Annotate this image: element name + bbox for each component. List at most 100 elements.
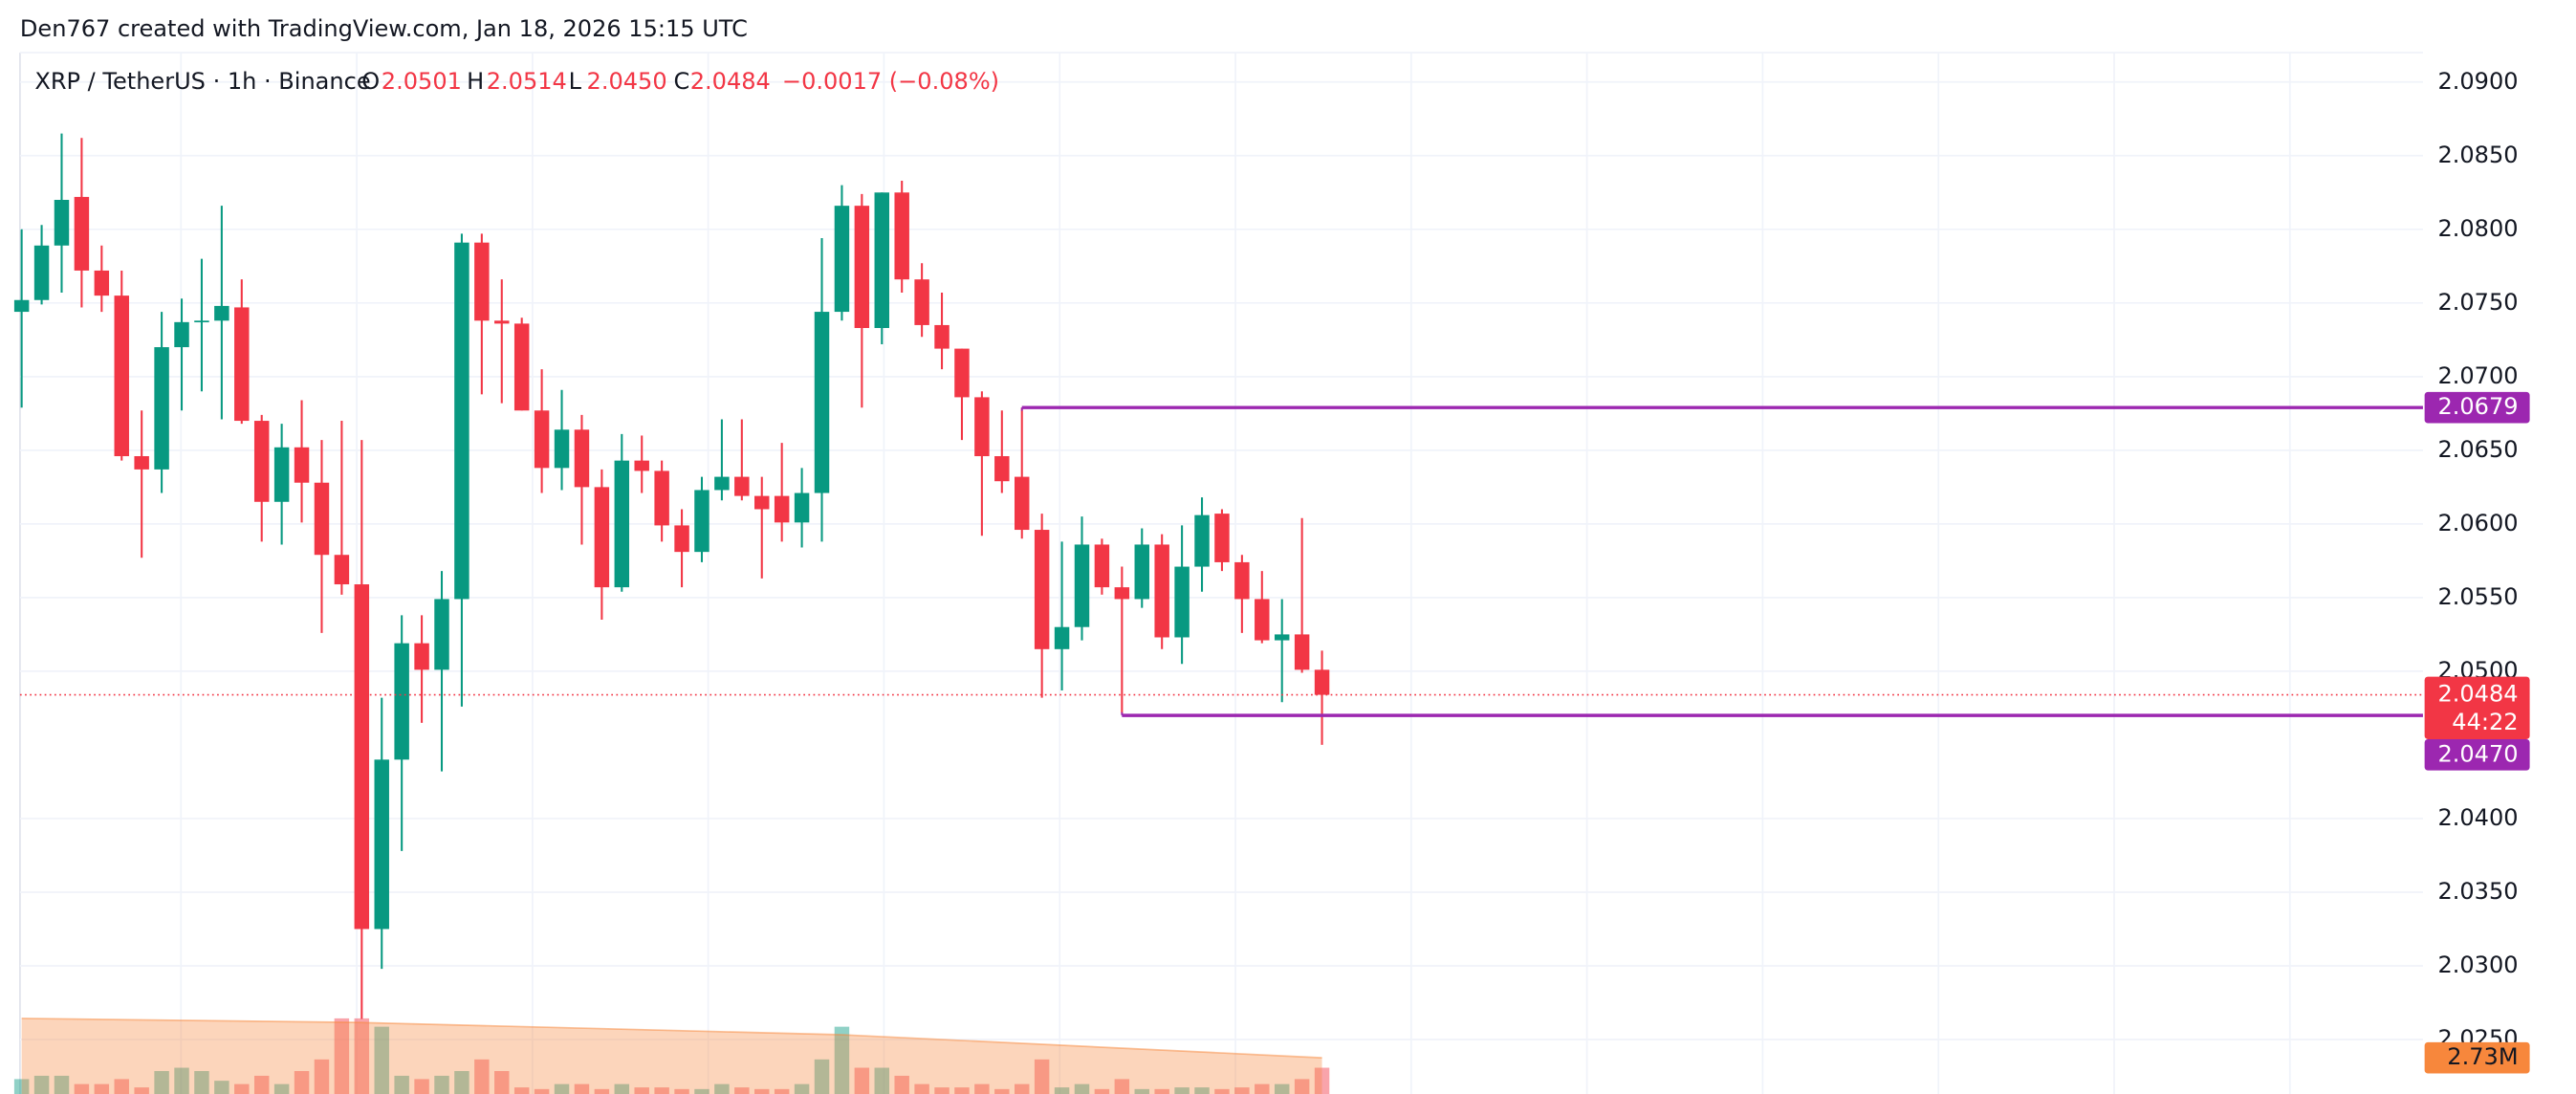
y-tick-label: 2.0550	[2437, 583, 2518, 610]
volume-bar	[914, 1083, 929, 1094]
volume-bar	[1034, 1059, 1050, 1094]
candle-body	[294, 447, 310, 483]
candle-body	[794, 492, 810, 523]
candle-body	[1294, 634, 1310, 670]
candle-body	[1034, 530, 1050, 649]
volume-bar	[174, 1067, 189, 1094]
volume-bar	[1134, 1088, 1149, 1094]
y-tick-label: 2.0850	[2437, 142, 2518, 168]
volume-bar	[334, 1017, 350, 1094]
y-tick-label: 2.0300	[2437, 952, 2518, 978]
volume-bar	[674, 1088, 689, 1094]
candle-body	[1094, 544, 1110, 588]
candle-body	[1154, 544, 1169, 638]
volume-bar	[934, 1087, 950, 1094]
candle-body	[934, 324, 950, 349]
volume-pane	[13, 1017, 1330, 1094]
candle-body	[334, 555, 350, 585]
volume-bar	[494, 1071, 510, 1094]
candle-body	[54, 200, 70, 246]
candle-body	[814, 312, 830, 493]
price-label-box	[2424, 676, 2530, 739]
grid	[19, 52, 2423, 1094]
volume-bar	[74, 1083, 90, 1094]
candle-body	[314, 482, 330, 556]
candle-body	[1114, 587, 1130, 600]
candle-body	[174, 321, 189, 348]
y-tick-label: 2.0900	[2437, 68, 2518, 95]
volume-bar	[834, 1026, 850, 1094]
volume-bar	[234, 1083, 250, 1094]
candle-body	[253, 421, 270, 502]
volume-bar	[954, 1087, 970, 1094]
level-label-box	[2424, 391, 2530, 424]
candle-body	[754, 495, 770, 510]
volume-bar	[414, 1079, 429, 1094]
y-tick-label: 2.0350	[2437, 878, 2518, 905]
volume-bar	[54, 1075, 70, 1094]
candle-body	[1074, 544, 1090, 627]
volume-ma-line	[21, 1017, 1322, 1059]
volume-bar	[1255, 1083, 1270, 1094]
candle-body	[654, 470, 669, 526]
candle-body	[994, 456, 1010, 482]
candle-body	[1194, 514, 1210, 567]
volume-bar	[134, 1087, 149, 1094]
volume-bar	[974, 1083, 990, 1094]
level-label-box	[2424, 739, 2530, 771]
volume-bar	[754, 1088, 770, 1094]
candle-body	[1314, 669, 1330, 695]
candle-body	[594, 487, 610, 588]
attribution: Den767 created with TradingView.com, Jan…	[20, 15, 748, 42]
volume-bar	[273, 1083, 290, 1094]
volume-bar	[774, 1088, 790, 1094]
volume-bar	[614, 1083, 630, 1094]
legend-close: 2.0484	[690, 68, 771, 95]
y-tick-label: 2.0700	[2437, 362, 2518, 389]
legend-change: −0.0017 (−0.08%)	[782, 68, 999, 95]
volume-bar	[1114, 1079, 1130, 1094]
candle-body	[513, 323, 530, 411]
volume-ma-label-box	[2424, 1041, 2530, 1074]
legend-open: 2.0501	[382, 68, 462, 95]
candle-body	[1174, 566, 1190, 638]
candle-body	[494, 320, 510, 324]
volume-bar	[114, 1079, 129, 1094]
volume-bar	[33, 1075, 50, 1094]
candle-body	[1234, 561, 1250, 600]
volume-bar	[374, 1026, 389, 1094]
volume-bar	[1154, 1088, 1169, 1094]
volume-ma-area	[21, 1017, 1322, 1094]
volume-bar	[574, 1083, 590, 1094]
candle-body	[134, 456, 149, 470]
y-tick-label: 2.0650	[2437, 436, 2518, 463]
y-tick-label: 2.0600	[2437, 510, 2518, 536]
volume-bar	[454, 1071, 469, 1094]
y-tick-label: 2.0750	[2437, 289, 2518, 316]
candle-body	[434, 599, 449, 670]
volume-bar	[654, 1087, 669, 1094]
candle-body	[694, 490, 709, 553]
volume-bar	[1194, 1087, 1210, 1094]
candle-body	[914, 279, 929, 325]
volume-bar	[394, 1075, 409, 1094]
legend-c: C	[674, 68, 690, 95]
candle-body	[354, 584, 370, 930]
countdown-label: 44:22	[2452, 709, 2518, 735]
volume-bar	[1234, 1087, 1250, 1094]
y-tick-label: 2.0800	[2437, 215, 2518, 242]
candle-body	[74, 196, 90, 271]
volume-bar	[994, 1088, 1010, 1094]
candle-body	[854, 206, 870, 329]
volume-bar	[534, 1088, 550, 1094]
candle-body	[1015, 476, 1030, 531]
volume-bar	[794, 1083, 810, 1094]
candle-body	[734, 476, 750, 496]
volume-bar	[214, 1081, 229, 1094]
candle-body	[894, 192, 909, 280]
volume-bar	[1314, 1067, 1330, 1094]
volume-bar	[1094, 1088, 1110, 1094]
volume-bar	[814, 1059, 830, 1094]
